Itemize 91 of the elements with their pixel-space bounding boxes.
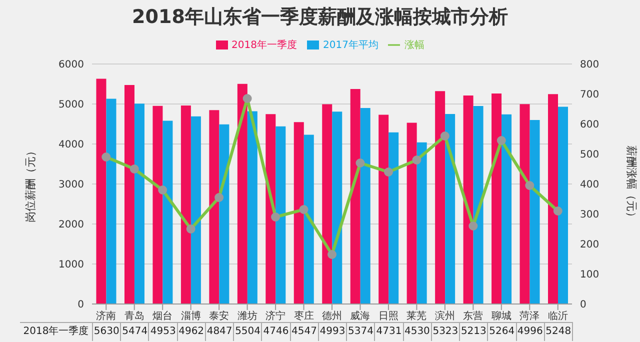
bar [492, 93, 502, 304]
bar [406, 122, 417, 304]
bar [388, 132, 399, 304]
bar [558, 106, 568, 304]
bar [237, 84, 248, 304]
data-label: 4953 [149, 323, 178, 341]
x-tick-label: 聊城 [491, 310, 512, 322]
bar [548, 94, 558, 304]
x-tick-label: 菏泽 [520, 310, 540, 322]
bar [219, 124, 230, 304]
x-tick-label: 日照 [378, 311, 398, 322]
data-label: 5248 [544, 323, 573, 341]
chart-title: 2018年山东省一季度薪酬及涨幅按城市分析 [131, 5, 509, 30]
x-tick-label: 威海 [350, 310, 370, 322]
bar [445, 114, 456, 304]
x-tick-label: 东营 [463, 310, 484, 322]
x-tick-label: 泰安 [209, 310, 230, 322]
data-label: 5504 [234, 323, 262, 341]
y2-tick-label: 600 [580, 120, 600, 131]
bar [520, 104, 530, 304]
legend-label: 2017年平均 [323, 40, 378, 51]
y2-tick-label: 500 [580, 150, 600, 161]
bar [162, 120, 173, 304]
x-tick-label: 德州 [322, 310, 342, 322]
x-tick-label: 济宁 [266, 310, 286, 322]
bar [247, 111, 258, 304]
bar [463, 95, 474, 304]
bar [180, 106, 191, 304]
bar [332, 112, 342, 304]
y-tick-label: 0 [78, 300, 84, 311]
data-label: 4547 [290, 323, 319, 341]
data-label: 5374 [347, 323, 376, 341]
y2-tick-label: 300 [580, 210, 600, 221]
x-tick-label: 青岛 [124, 310, 144, 322]
y2-tick-label: 400 [580, 180, 600, 191]
bar [304, 134, 314, 304]
x-tick-label: 莱芜 [406, 310, 427, 322]
x-tick-label: 济南 [96, 310, 116, 322]
y-tick-label: 5000 [58, 100, 84, 111]
y-tick-label: 2000 [58, 220, 84, 231]
bar [134, 104, 144, 304]
y-axis-title: 岗位薪酬（元） [24, 146, 37, 222]
y-tick-label: 1000 [58, 260, 84, 271]
text: 2018年一季度 [23, 326, 89, 337]
x-tick-label: 淄博 [180, 310, 201, 322]
data-label: 4746 [262, 323, 291, 341]
data-label: 4530 [404, 323, 432, 341]
y2-tick-label: 700 [580, 90, 600, 101]
bar [473, 106, 484, 304]
y-tick-label: 3000 [58, 180, 84, 191]
x-tick-label: 潍坊 [237, 310, 258, 322]
data-label: 5213 [460, 323, 488, 341]
data-label: 5264 [488, 323, 517, 341]
x-tick-label: 滨州 [434, 310, 455, 322]
bar [322, 104, 332, 304]
bar [266, 114, 276, 304]
legend-label: 2018年一季度 [232, 40, 297, 51]
y2-tick-label: 200 [580, 240, 600, 251]
bar [502, 114, 512, 304]
bar [350, 89, 360, 304]
y2-axis-title: 薪酬涨幅（元） [625, 146, 638, 222]
legend-label: 涨幅 [404, 40, 424, 51]
data-label: 5323 [432, 323, 460, 341]
x-tick-label: 烟台 [152, 310, 173, 322]
bar [152, 106, 163, 304]
y2-tick-label: 800 [580, 60, 600, 71]
bar [416, 142, 427, 304]
data-label: 4847 [206, 323, 234, 341]
bar [294, 122, 304, 304]
bar [209, 110, 220, 304]
bar [276, 126, 286, 304]
y2-tick-label: 100 [580, 270, 600, 281]
data-label: 4993 [318, 323, 348, 341]
x-tick-label: 枣庄 [294, 310, 314, 322]
y-tick-label: 4000 [58, 140, 84, 151]
bar [435, 91, 446, 304]
bar [530, 120, 540, 304]
x-tick-label: 临沂 [548, 310, 568, 322]
data-label: 5474 [121, 323, 150, 341]
bar [360, 108, 370, 304]
data-label: 4731 [375, 323, 404, 341]
data-label: 4962 [178, 323, 206, 341]
bar [106, 98, 116, 304]
bar [190, 116, 201, 304]
bar [96, 78, 106, 304]
bar [124, 85, 134, 304]
y-tick-label: 6000 [58, 60, 84, 71]
bar [378, 114, 389, 304]
y2-tick-label: 0 [580, 300, 586, 311]
data-label: 5630 [93, 323, 122, 341]
data-label: 4996 [516, 323, 545, 341]
